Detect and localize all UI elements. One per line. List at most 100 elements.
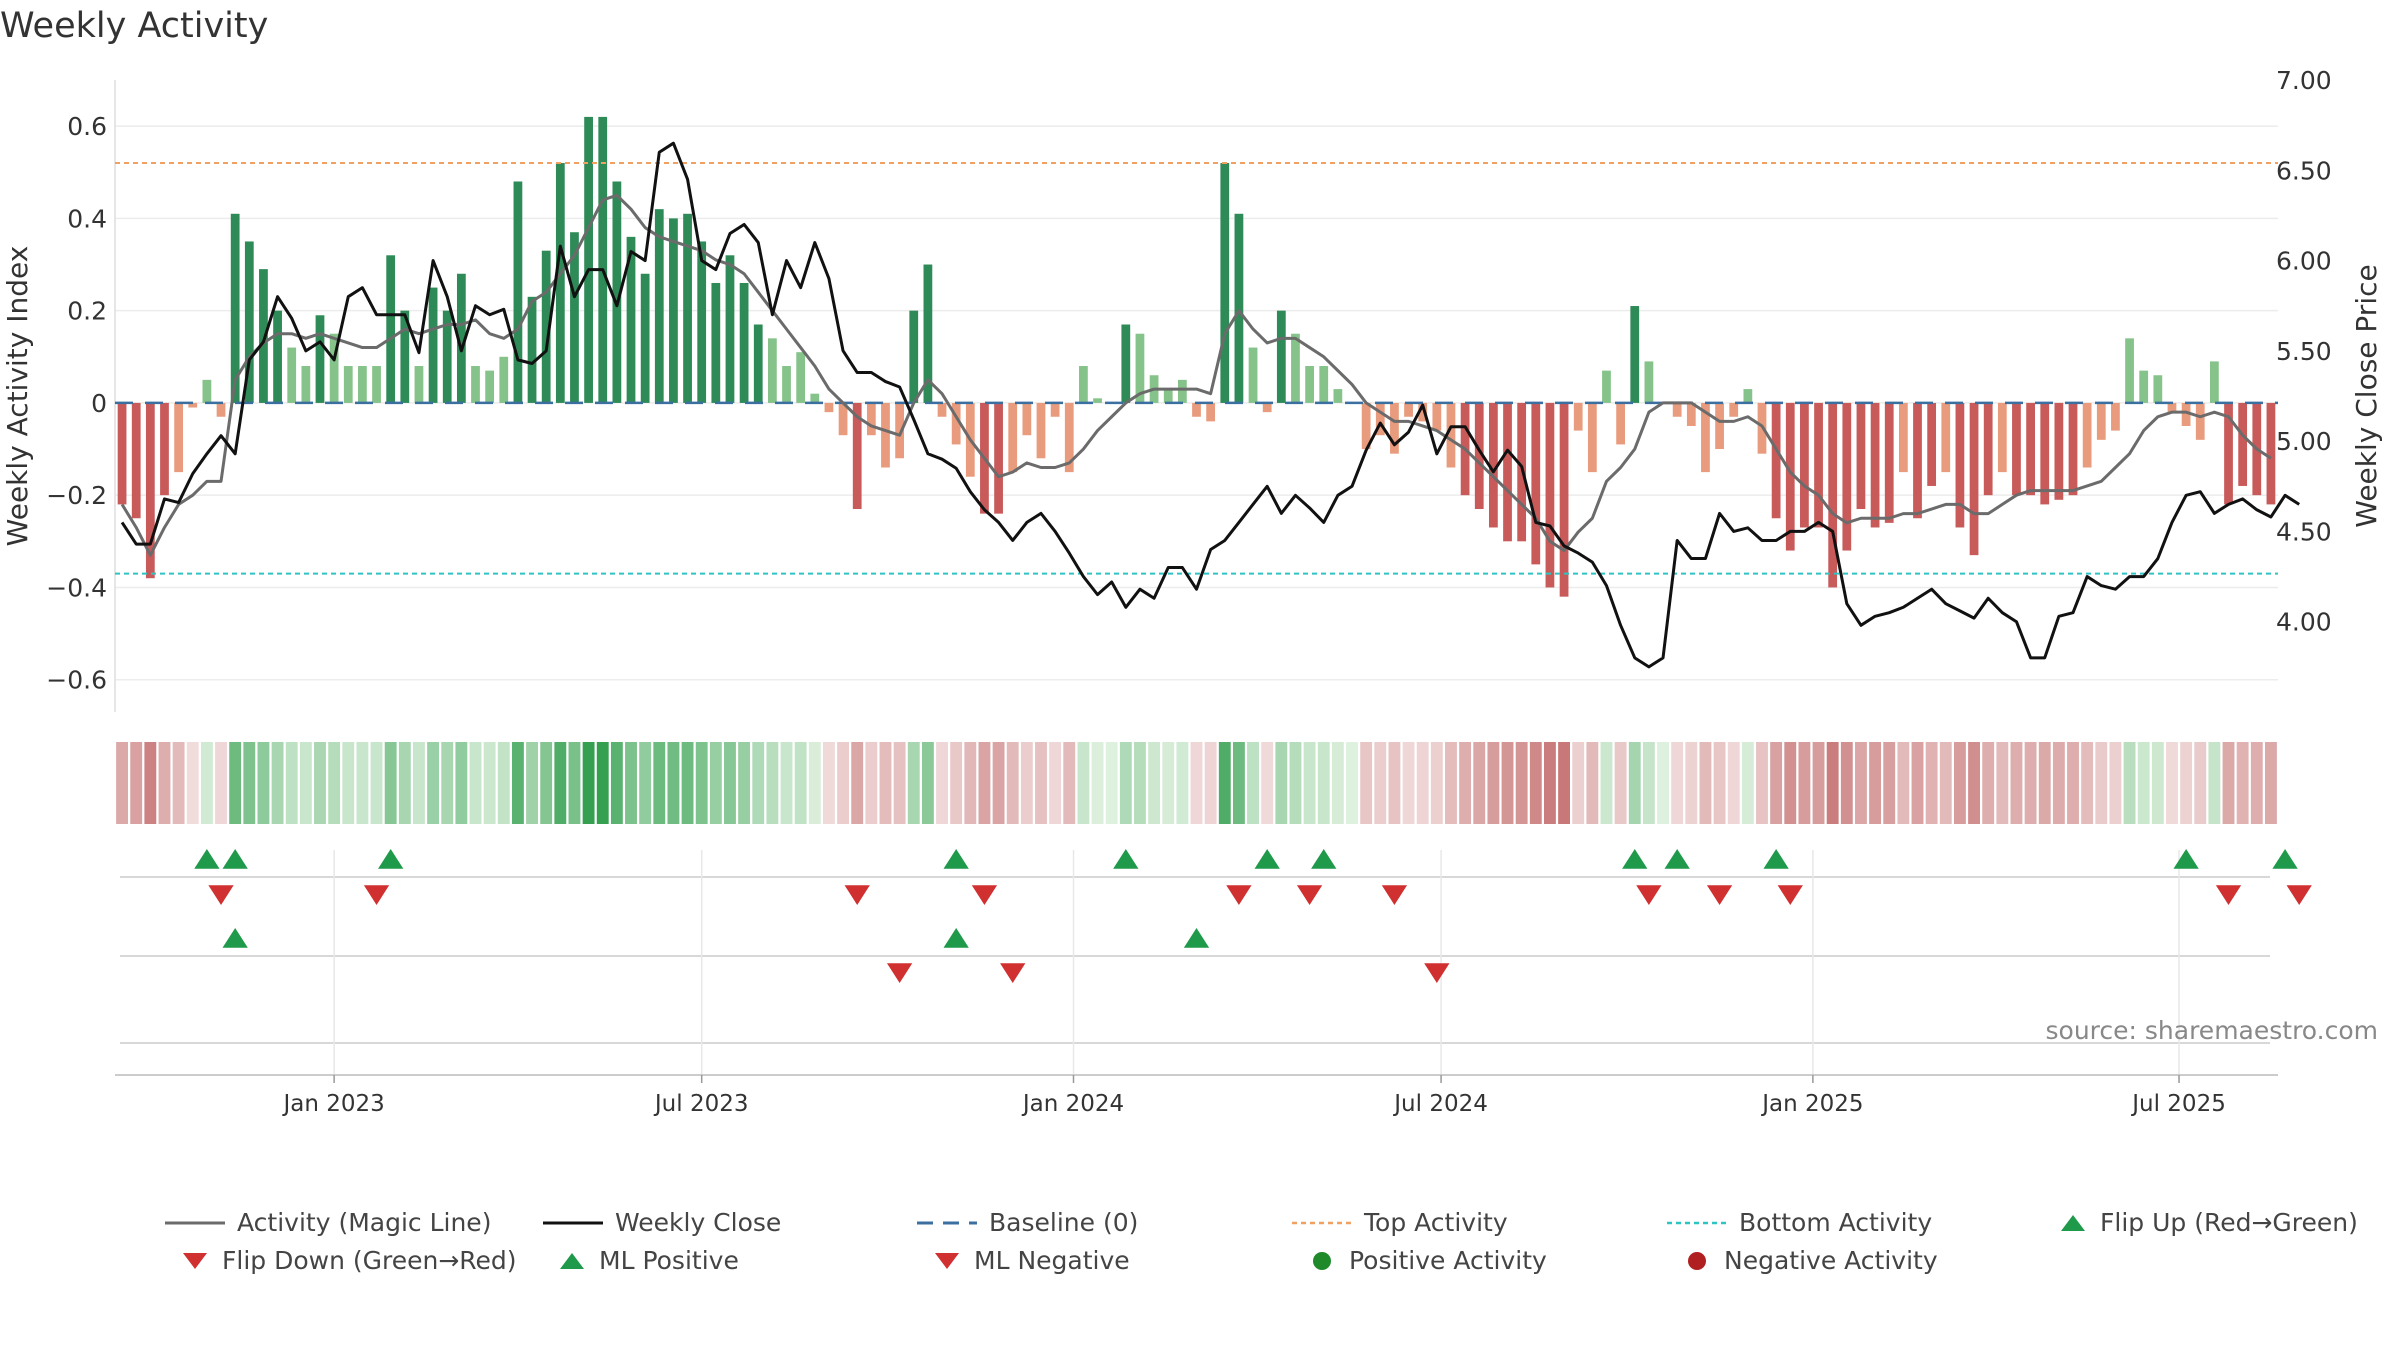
activity-bar: [1121, 324, 1131, 403]
heat-cell: [2123, 742, 2136, 824]
activity-bar: [1828, 402, 1838, 588]
heat-cell: [1784, 742, 1797, 824]
heat-cell: [1840, 742, 1853, 824]
y-tick-label: 0: [91, 389, 107, 418]
activity-bar: [456, 273, 466, 403]
activity-bar: [852, 402, 862, 510]
heat-cell: [907, 742, 920, 824]
heat-cell: [2222, 742, 2235, 824]
ml-negative-marker: [886, 963, 913, 983]
flip-down-marker: [1706, 885, 1733, 905]
heat-cell: [1770, 742, 1783, 824]
activity-bar: [1686, 402, 1696, 426]
activity-bar: [654, 209, 664, 403]
heat-cell: [2081, 742, 2094, 824]
x-tick-label: Jan 2023: [281, 1091, 384, 1117]
legend-flip-down: Flip Down (Green→Red): [180, 1246, 517, 1275]
dashed-blue-line-icon: [917, 1221, 977, 1224]
heat-cell: [1996, 742, 2009, 824]
activity-bar: [2195, 402, 2205, 440]
activity-bar: [1616, 402, 1626, 445]
heat-cell: [1473, 742, 1486, 824]
heat-cell: [455, 742, 468, 824]
heat-cell: [1798, 742, 1811, 824]
activity-bar: [1531, 402, 1541, 565]
activity-bar: [640, 273, 650, 403]
heat-cell: [1162, 742, 1175, 824]
activity-bar: [1404, 402, 1413, 417]
heat-cell: [1642, 742, 1655, 824]
heat-cell: [370, 742, 383, 824]
heat-cell: [1416, 742, 1429, 824]
heat-cell: [2151, 742, 2164, 824]
heat-cell: [1261, 742, 1274, 824]
heat-cell: [1883, 742, 1896, 824]
heat-cell: [243, 742, 256, 824]
activity-bar: [824, 402, 834, 413]
heat-cell: [2010, 742, 2023, 824]
flip-up-marker: [1113, 849, 1139, 869]
activity-bar: [1064, 402, 1074, 473]
legend-flip-up: Flip Up (Red→Green): [2058, 1208, 2358, 1237]
activity-bar: [881, 402, 890, 468]
activity-bar: [428, 287, 438, 403]
activity-bar: [1941, 402, 1951, 473]
heat-cell: [328, 742, 341, 824]
activity-bar: [782, 366, 791, 403]
activity-bar: [570, 232, 579, 403]
activity-bar: [414, 366, 424, 403]
heat-cell: [865, 742, 878, 824]
heat-cell: [2038, 742, 2051, 824]
heat-cell: [2264, 742, 2277, 824]
heat-cell: [2166, 742, 2178, 824]
activity-bar: [1220, 163, 1230, 403]
x-tick-label: Jan 2024: [1021, 1091, 1124, 1117]
activity-bar: [358, 366, 367, 403]
y-tick-label: −0.6: [46, 666, 107, 695]
activity-bar: [725, 255, 735, 403]
y-tick-label: −0.2: [46, 481, 107, 510]
chart-legend: Activity (Magic Line) Weekly Close Basel…: [0, 1198, 2400, 1308]
x-tick-label: Jan 2025: [1760, 1091, 1863, 1117]
activity-bar: [626, 236, 636, 403]
heat-cell: [1176, 742, 1189, 824]
activity-bar: [343, 366, 353, 403]
activity-bar: [145, 402, 155, 579]
activity-bar: [1262, 402, 1272, 413]
heat-cell: [2095, 742, 2108, 824]
activity-bar: [471, 366, 480, 403]
flip-down-marker: [1226, 885, 1252, 905]
activity-bar: [244, 241, 254, 403]
flip-down-marker: [844, 885, 870, 905]
source-credit: source: sharemaestro.com: [2045, 1016, 2379, 1045]
heat-cell: [1628, 742, 1641, 824]
heat-cell: [215, 742, 227, 824]
heat-cell: [1247, 742, 1259, 824]
x-tick-label: Jul 2023: [653, 1091, 749, 1117]
activity-bar: [1008, 402, 1018, 473]
activity-bar: [1234, 213, 1244, 403]
activity-bar: [1050, 402, 1060, 417]
heat-cell: [2137, 742, 2150, 824]
heat-cell: [116, 742, 129, 824]
heat-cell: [1402, 742, 1415, 824]
activity-bar: [1022, 402, 1032, 436]
heat-cell: [130, 742, 143, 824]
heat-cell: [709, 742, 722, 824]
legend-label: Weekly Close: [615, 1208, 782, 1237]
y2-tick-label: 5.50: [2276, 337, 2332, 366]
flip-down-marker: [2286, 885, 2312, 905]
green-up-triangle-icon: [2061, 1214, 2085, 1231]
activity-bar: [442, 310, 452, 403]
activity-bar: [1729, 402, 1739, 417]
flip-down-marker: [1777, 885, 1803, 905]
activity-bar: [1163, 389, 1173, 403]
heat-cell: [1134, 742, 1146, 824]
heat-cell: [1360, 742, 1373, 824]
activity-bar: [2082, 402, 2092, 468]
heat-cell: [2052, 742, 2065, 824]
ml-negative-marker: [1000, 963, 1026, 983]
heat-cell: [1699, 742, 1712, 824]
heat-cell: [625, 742, 637, 824]
heat-cell: [2250, 742, 2263, 824]
